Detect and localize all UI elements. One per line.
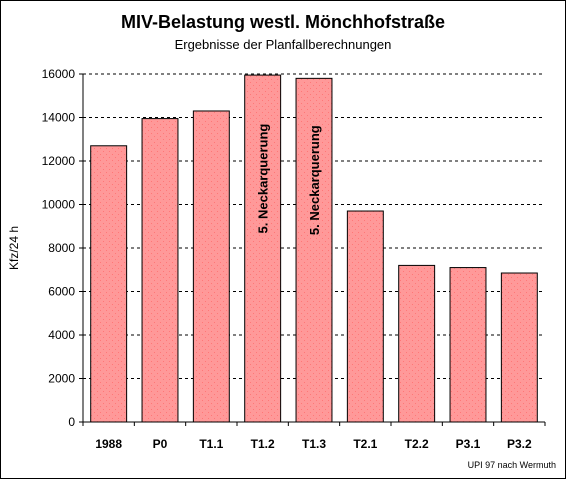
y-tick-label-7: 14000	[42, 111, 76, 125]
x-tick-label-P3.2: P3.2	[507, 437, 532, 451]
y-tick-label-8: 16000	[42, 67, 76, 81]
bar-1988	[90, 145, 128, 423]
y-tick-label-6: 12000	[42, 154, 76, 168]
axes	[79, 73, 546, 426]
y-tick-label-2: 4000	[48, 328, 75, 342]
x-tick-label-T2.2: T2.2	[405, 437, 429, 451]
y-axis-label: Kfz/24 h	[7, 226, 21, 270]
x-tick-label-T1.2: T1.2	[251, 437, 275, 451]
y-tick-label-0: 0	[68, 415, 75, 429]
y-tick-label-1: 2000	[48, 372, 75, 386]
bar-annotation-0: 5. Neckarquerung	[256, 124, 271, 234]
x-tick-label-T1.3: T1.3	[302, 437, 326, 451]
bar-annotation-1: 5. Neckarquerung	[307, 125, 322, 235]
chart-title: MIV-Belastung westl. Mönchhofstraße	[120, 12, 446, 32]
x-tick-label-T1.1: T1.1	[199, 437, 223, 451]
y-tick-label-4: 8000	[48, 241, 75, 255]
bar-P3.1	[449, 267, 487, 423]
bar-P3.2	[500, 272, 538, 423]
y-tick-labels: 0 2000 4000 6000 8000 10000 12000 14000 16000	[42, 67, 76, 429]
x-tick-label-T2.1: T2.1	[353, 437, 377, 451]
y-tick-label-5: 10000	[42, 198, 76, 212]
chart-subtitle: Ergebnisse der Planfallberechnungen	[174, 37, 392, 52]
x-tick-label-P3.1: P3.1	[456, 437, 481, 451]
y-tick-label-3: 6000	[48, 285, 75, 299]
bar-T1.1	[192, 110, 230, 423]
bar-P0	[141, 118, 179, 423]
bar-T1.3	[295, 77, 333, 423]
x-tick-labels: 1988 P0 T1.1 T1.2 T1.3 T2.1 T2.2 P3.1 P3.2	[95, 437, 532, 451]
bar-T2.2	[398, 264, 436, 423]
x-tick-label-P0: P0	[153, 437, 168, 451]
x-tick-label-1988: 1988	[95, 437, 122, 451]
source-note: UPI 97 nach Wermuth	[467, 460, 556, 470]
bar-T2.1	[346, 210, 384, 423]
bar-annotations: 5. Neckarquerung 5. Neckarquerung	[256, 124, 322, 236]
bars	[90, 74, 538, 423]
